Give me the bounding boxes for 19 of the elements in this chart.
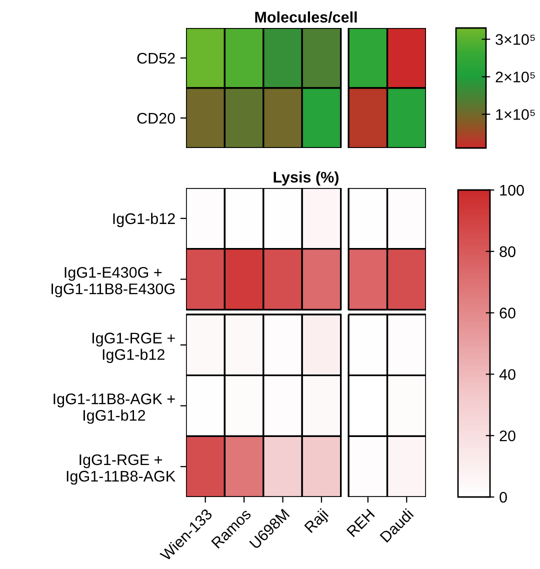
y-tick-label: IgG1-b12 — [113, 212, 175, 228]
chart-title: Lysis (%) — [274, 171, 338, 186]
color-bar-label: 20 — [500, 430, 516, 442]
chart-title: Molecules/cell — [255, 11, 357, 23]
color-bar-label: 0 — [500, 492, 507, 503]
color-bar-label: 3×10⁵ — [496, 34, 535, 45]
color-bar-label: 60 — [500, 308, 516, 318]
color-bar-label: 80 — [500, 246, 516, 258]
y-tick-label: IgG1-RGE + IgG1-11B8-AGK — [66, 454, 176, 485]
y-tick-label: IgG1-RGE + IgG1-b12 — [92, 332, 175, 363]
y-tick-label: IgG1-E430G + IgG1-11B8-E430G — [52, 266, 174, 298]
y-tick-label: CD52 — [137, 52, 175, 64]
color-bar-label: 100 — [500, 184, 524, 196]
color-bar-label: 2×10⁵ — [496, 72, 535, 82]
color-bar-label: 1×10⁵ — [496, 109, 535, 120]
y-tick-label: IgG1-11B8-AGK + IgG1-b12 — [54, 394, 175, 424]
x-tick-label: Raji — [304, 508, 331, 536]
color-bar-label: 40 — [499, 369, 516, 380]
y-tick-label: CD20 — [137, 112, 175, 124]
